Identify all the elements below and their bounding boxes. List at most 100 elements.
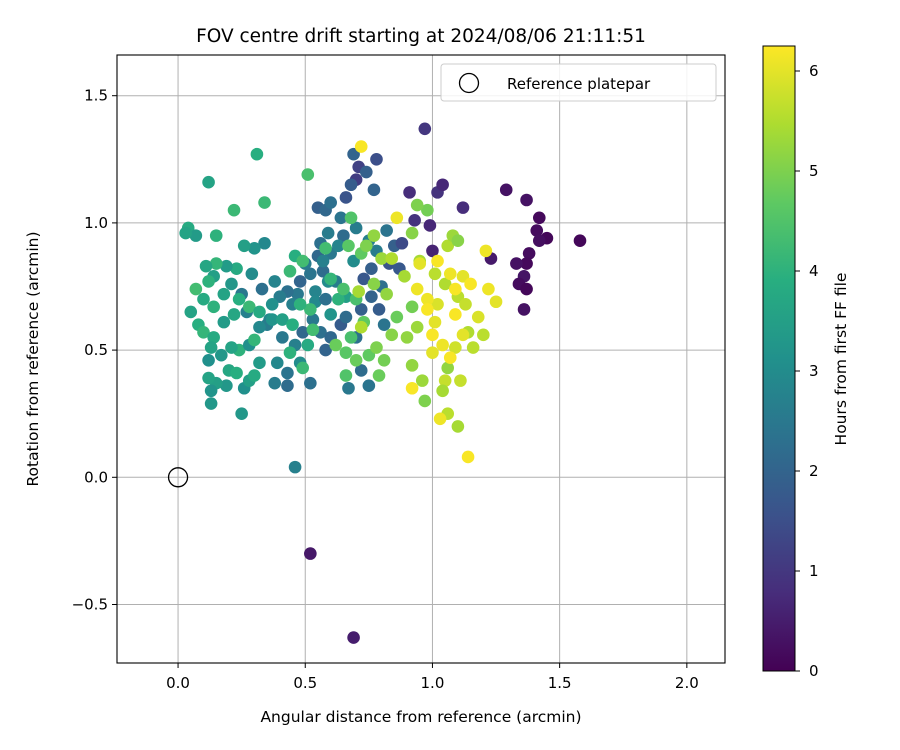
data-point xyxy=(281,366,294,380)
data-point xyxy=(520,282,533,296)
data-point xyxy=(471,310,485,324)
data-point xyxy=(428,315,442,329)
data-point xyxy=(352,285,365,298)
data-point xyxy=(456,270,470,283)
data-point xyxy=(459,298,472,311)
data-point xyxy=(273,290,287,303)
x-tick-label: 2.0 xyxy=(675,674,699,692)
data-point xyxy=(337,229,350,242)
data-point xyxy=(365,290,378,303)
data-point xyxy=(370,153,383,166)
data-point xyxy=(306,313,320,326)
data-point xyxy=(197,292,210,306)
data-point xyxy=(456,328,470,342)
data-point xyxy=(354,303,368,316)
data-point xyxy=(237,239,251,253)
reference-platepar-marker xyxy=(167,467,189,488)
colorbar: 0 1 2 3 4 5 6 Hours from first FF file xyxy=(762,45,850,680)
data-point xyxy=(405,381,419,395)
data-point xyxy=(304,303,317,316)
data-point xyxy=(367,277,381,291)
data-point xyxy=(372,369,386,382)
data-point xyxy=(258,236,271,250)
data-point xyxy=(220,259,233,273)
data-point xyxy=(360,165,373,179)
legend-marker-open-circle xyxy=(458,72,480,94)
colorbar-tick-label: 1 xyxy=(809,562,819,580)
data-point xyxy=(215,348,228,362)
data-point xyxy=(400,331,414,344)
data-point xyxy=(202,371,215,385)
data-point xyxy=(405,300,419,314)
data-point xyxy=(532,234,546,248)
y-tick-label: 1.0 xyxy=(84,214,108,232)
data-point xyxy=(204,341,218,354)
data-point xyxy=(380,224,393,237)
data-point xyxy=(184,305,198,319)
data-point xyxy=(436,178,449,192)
data-point xyxy=(385,252,399,265)
data-point xyxy=(410,320,424,334)
data-point xyxy=(319,343,332,357)
data-point xyxy=(304,376,317,390)
data-point xyxy=(253,320,266,334)
legend-label-reference-platepar: Reference platepar xyxy=(507,75,651,93)
data-point xyxy=(456,201,470,214)
data-point xyxy=(296,361,310,375)
data-point xyxy=(258,196,271,209)
data-point xyxy=(461,450,475,464)
data-point xyxy=(421,292,434,306)
y-axis-ticks: −0.5 0.0 0.5 1.0 1.5 xyxy=(72,87,117,613)
colorbar-tick-label: 0 xyxy=(809,662,819,680)
data-point xyxy=(230,262,243,275)
data-point xyxy=(293,275,307,288)
data-point xyxy=(426,244,439,258)
data-point xyxy=(421,303,434,316)
data-point xyxy=(296,254,310,268)
data-point xyxy=(451,234,465,248)
data-point xyxy=(347,631,360,644)
data-point xyxy=(405,226,419,240)
data-point xyxy=(265,298,279,311)
data-point xyxy=(347,147,360,161)
data-point xyxy=(413,257,427,270)
data-point xyxy=(438,374,452,387)
data-point xyxy=(362,379,376,393)
data-point xyxy=(421,203,434,217)
data-point xyxy=(225,277,238,291)
data-point xyxy=(209,257,223,270)
data-point xyxy=(202,175,215,189)
data-point xyxy=(217,287,231,301)
data-point xyxy=(304,547,317,560)
data-point xyxy=(479,244,493,258)
data-point xyxy=(332,292,345,306)
x-axis-ticks: 0.0 0.5 1.0 1.5 2.0 xyxy=(166,663,699,692)
data-point xyxy=(324,308,337,321)
data-point xyxy=(286,318,299,331)
data-point xyxy=(449,282,462,296)
data-point xyxy=(520,257,533,270)
data-point xyxy=(283,264,297,278)
data-point xyxy=(296,325,310,339)
data-point xyxy=(375,252,388,265)
data-point xyxy=(441,361,455,375)
data-point xyxy=(377,318,391,331)
data-points xyxy=(179,122,587,644)
data-point xyxy=(293,298,307,311)
data-point xyxy=(349,353,363,367)
data-point xyxy=(398,270,411,283)
data-point xyxy=(464,277,477,291)
data-point xyxy=(431,254,444,268)
data-point xyxy=(367,183,381,197)
data-point xyxy=(433,412,447,426)
data-point xyxy=(370,341,383,354)
data-point xyxy=(276,331,289,344)
data-point xyxy=(532,211,546,225)
data-point xyxy=(332,239,345,253)
data-point xyxy=(204,384,218,398)
data-point xyxy=(441,239,455,253)
data-point xyxy=(449,341,462,354)
data-point xyxy=(443,267,457,281)
data-point xyxy=(301,338,315,352)
